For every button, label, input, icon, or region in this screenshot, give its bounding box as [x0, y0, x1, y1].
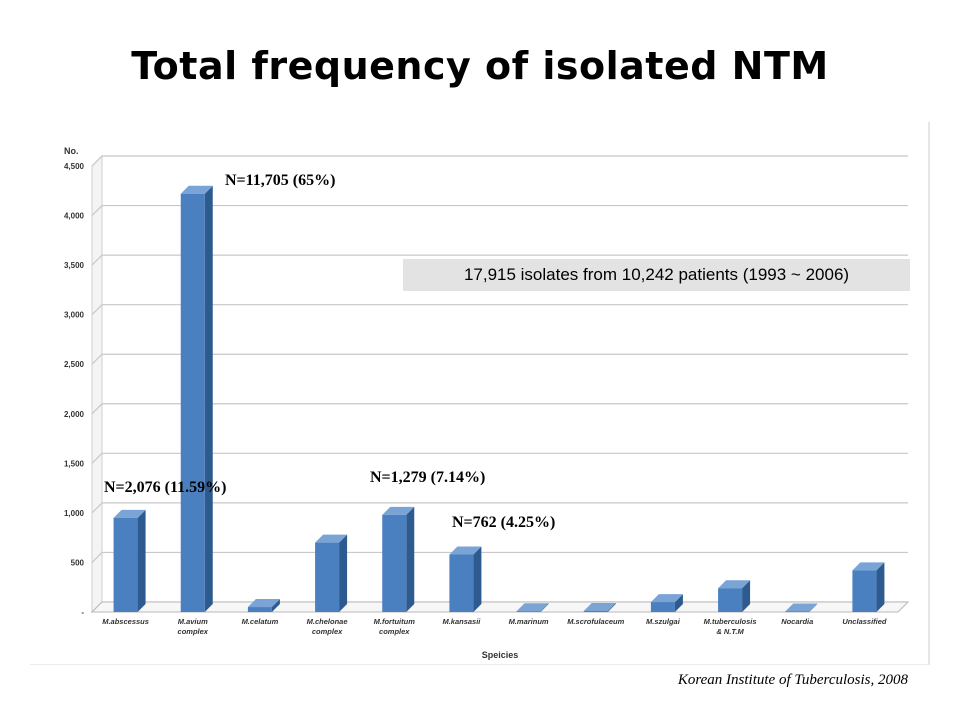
bar-top	[247, 599, 280, 608]
bar-top	[650, 594, 683, 603]
bar	[113, 517, 138, 612]
x-tick-label: M.fortuitum	[374, 617, 416, 626]
x-tick-label: M.marinum	[509, 617, 549, 626]
gridline	[91, 254, 908, 266]
gridline	[91, 353, 908, 365]
y-tick-label: -	[81, 608, 84, 617]
x-axis-label: Speicies	[482, 650, 519, 660]
x-tick-label: & N.T.M	[716, 627, 744, 636]
y-tick-label: 4,000	[64, 212, 85, 221]
gridline	[91, 502, 908, 514]
x-tick-label: complex	[379, 627, 410, 636]
x-tick-label: M.celatum	[242, 617, 279, 626]
bar-side	[271, 599, 280, 612]
bar-top	[785, 603, 818, 612]
y-tick-label: 4,500	[64, 162, 85, 171]
bar	[718, 588, 743, 612]
gridline	[91, 403, 908, 415]
x-tick-label: M.scrofulaceum	[567, 617, 624, 626]
x-tick-label: Nocardia	[781, 617, 813, 626]
bar	[852, 570, 877, 612]
bar-side	[406, 506, 415, 612]
annotation-abscessus: N=2,076 (11.59%)	[104, 479, 227, 496]
x-tick-label: Unclassified	[842, 617, 887, 626]
x-tick-label: M.szulgai	[646, 617, 681, 626]
bar-top	[516, 603, 549, 612]
bar-top	[113, 509, 146, 518]
bar	[516, 611, 541, 612]
y-tick-label: 500	[71, 558, 85, 567]
x-tick-label: M.avium	[178, 617, 208, 626]
gridline	[91, 204, 908, 216]
annotation-avium: N=11,705 (65%)	[225, 172, 336, 189]
y-tick-label: 3,500	[64, 261, 85, 270]
bar	[180, 193, 205, 613]
annotation-fortuitum: N=1,279 (7.14%)	[370, 469, 486, 486]
y-tick-label: 3,000	[64, 311, 85, 320]
bar	[650, 602, 675, 612]
bar	[583, 611, 608, 612]
chart-panel: - 500 1,000 1,500 2,000 2,500 3,000 3,500 4,000 4…	[30, 122, 930, 665]
bar-side	[674, 594, 683, 612]
bar-top	[180, 185, 213, 194]
bar-side	[809, 603, 818, 612]
x-tick-label: M.kansasii	[442, 617, 481, 626]
chart-floor	[90, 601, 910, 613]
bar	[785, 611, 810, 613]
bar-side	[339, 534, 348, 612]
slide-title: Total frequency of isolated NTM	[131, 44, 829, 88]
bar-side	[742, 580, 751, 612]
bar-side	[540, 603, 549, 612]
bar-top	[718, 580, 751, 589]
x-tick-label: M.tuberculosis	[704, 617, 757, 626]
annotation-kansasii: N=762 (4.25%)	[452, 514, 556, 531]
y-tick-label: 2,500	[64, 360, 85, 369]
gridline	[91, 452, 908, 464]
source-citation: Korean Institute of Tuberculosis, 2008	[677, 672, 908, 688]
x-tick-label: complex	[312, 627, 343, 636]
bar-top	[382, 506, 415, 515]
bar-top	[583, 603, 616, 612]
gridline	[91, 551, 908, 563]
info-box: 17,915 isolates from 10,242 patients (19…	[403, 259, 910, 291]
bar-side	[204, 185, 213, 613]
bar-top	[449, 546, 482, 555]
bar-side	[473, 546, 482, 612]
side-wall	[91, 154, 103, 614]
bar	[247, 607, 272, 612]
gridline	[91, 155, 908, 167]
y-axis-label: No.	[64, 146, 79, 156]
y-tick-label: 1,500	[64, 459, 85, 468]
bar-top	[315, 534, 348, 543]
x-tick-label: M.abscessus	[102, 617, 149, 626]
bar-chart: - 500 1,000 1,500 2,000 2,500 3,000 3,500 4,000 4…	[64, 146, 910, 660]
bar-side	[607, 603, 616, 612]
y-tick-label: 2,000	[64, 410, 85, 419]
bar-side	[137, 509, 146, 612]
x-tick-label: M.chelonae	[307, 617, 348, 626]
x-tick-label: complex	[178, 627, 209, 636]
y-tick-label: 1,000	[64, 509, 85, 518]
bar-side	[876, 562, 885, 612]
bar-top	[852, 562, 885, 571]
bar	[315, 542, 340, 612]
gridline	[91, 304, 908, 316]
bar	[449, 554, 474, 612]
bar	[382, 514, 407, 612]
